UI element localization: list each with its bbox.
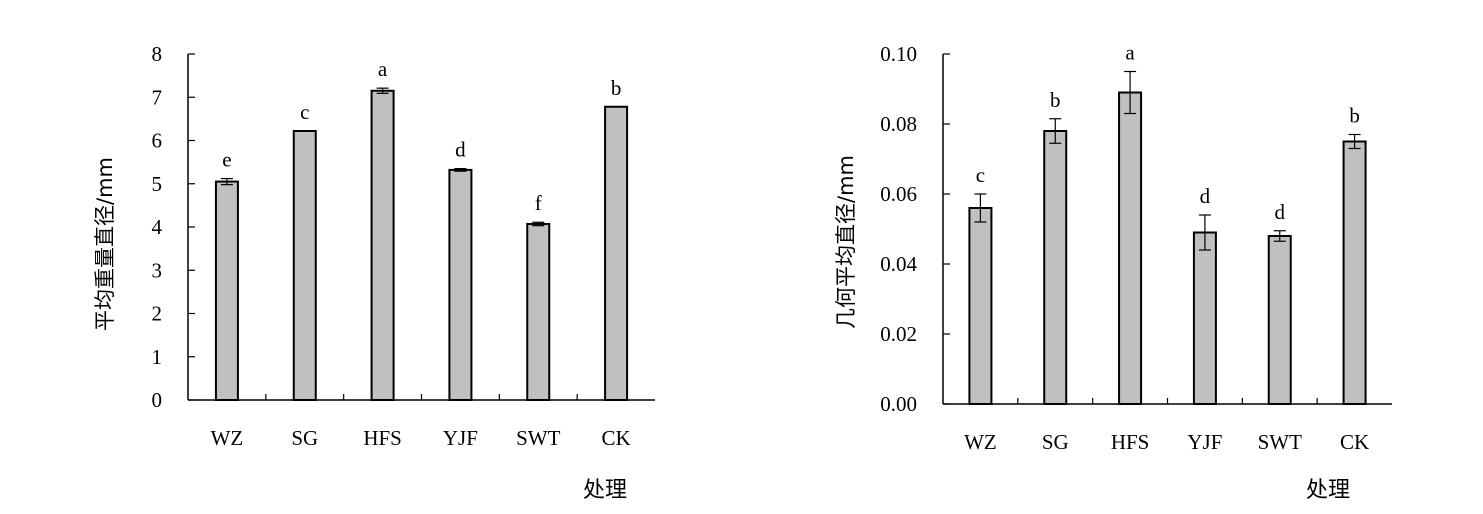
x-axis-label: 处理	[1306, 477, 1350, 502]
y-tick-label: 0.00	[880, 392, 917, 416]
bar	[292, 129, 317, 402]
x-tick-label: YJF	[1187, 430, 1222, 454]
bar	[1267, 235, 1292, 405]
bar	[1342, 140, 1367, 405]
y-tick-label: 7	[152, 85, 163, 109]
significance-label: b	[611, 76, 622, 100]
y-axis-label: 几何平均直径/mm	[834, 155, 858, 329]
significance-label: a	[378, 57, 388, 81]
y-tick-label: 0.08	[880, 112, 917, 136]
x-tick-label: HFS	[363, 426, 402, 450]
x-tick-label: YJF	[443, 426, 478, 450]
y-tick-label: 0.06	[880, 182, 917, 206]
x-tick-label: WZ	[964, 430, 997, 454]
significance-label: d	[455, 138, 466, 162]
x-tick-label: CK	[601, 426, 630, 450]
bar	[1192, 231, 1217, 405]
x-tick-label: HFS	[1111, 430, 1150, 454]
significance-label: d	[1200, 184, 1211, 208]
bar	[448, 168, 473, 401]
y-tick-label: 6	[152, 129, 163, 153]
significance-label: e	[222, 148, 231, 172]
y-tick-label: 0	[152, 388, 163, 412]
chart-geometric-mean-diameter: 0.00 0.02 0.04 0.06 0.08 0.10 c WZ b SG a HFS d YJF d S…	[834, 41, 1392, 502]
chart-mean-weight-diameter: 0 1 2 3 4 5 6 7 8 e WZ c SG a HFS d YJF f SWT b CK 平均重量直径/mm 处…	[93, 42, 655, 502]
x-tick-label: SG	[1042, 430, 1069, 454]
bar	[1043, 130, 1068, 405]
y-tick-label: 2	[152, 302, 163, 326]
bar	[214, 180, 239, 401]
y-tick-label: 3	[152, 258, 163, 282]
x-tick-label: WZ	[211, 426, 244, 450]
y-tick-label: 4	[152, 215, 163, 239]
bar	[968, 207, 993, 405]
bar	[526, 222, 551, 401]
y-tick-label: 0.02	[880, 322, 917, 346]
x-tick-label: SWT	[516, 426, 561, 450]
bar	[370, 89, 395, 401]
y-tick-label: 1	[152, 345, 163, 369]
significance-label: c	[976, 163, 985, 187]
x-tick-label: SWT	[1258, 430, 1303, 454]
significance-label: d	[1275, 200, 1286, 224]
significance-label: f	[535, 191, 542, 215]
significance-label: c	[300, 100, 309, 124]
significance-label: b	[1050, 88, 1061, 112]
significance-label: a	[1125, 41, 1135, 65]
significance-label: b	[1349, 104, 1360, 128]
bar	[1118, 91, 1143, 405]
y-axis-label: 平均重量直径/mm	[93, 157, 117, 331]
y-tick-label: 0.04	[880, 252, 917, 276]
y-tick-label: 0.10	[880, 42, 917, 66]
y-tick-label: 5	[152, 172, 163, 196]
y-tick-label: 8	[152, 42, 163, 66]
x-tick-label: CK	[1340, 430, 1369, 454]
x-tick-label: SG	[291, 426, 318, 450]
x-axis-label: 处理	[583, 477, 627, 502]
bar	[604, 105, 629, 401]
